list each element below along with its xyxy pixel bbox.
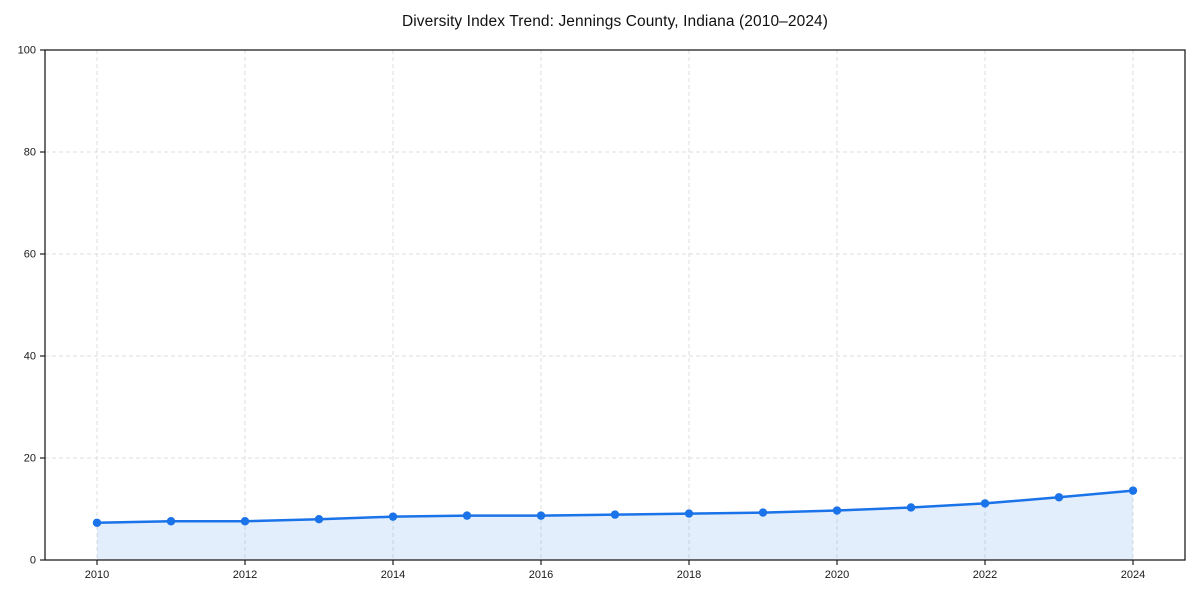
y-axis: 0 20 40 60 80 100 (18, 45, 45, 567)
x-tick-label: 2020 (825, 569, 849, 581)
data-points (92, 486, 1138, 527)
chart-title: Diversity Index Trend: Jennings County, … (401, 13, 829, 30)
x-tick-label: 2014 (381, 569, 405, 581)
data-point (832, 506, 842, 515)
x-axis: 2010 2012 2014 2016 2018 2020 2022 2024 (85, 560, 1145, 581)
data-point (92, 518, 102, 527)
data-point (388, 512, 398, 521)
plot-border (44, 49, 1186, 561)
y-tick-label: 60 (24, 249, 36, 261)
y-tick-label: 100 (18, 45, 36, 57)
data-point (610, 510, 620, 519)
y-tick-label: 0 (30, 555, 36, 567)
data-point (536, 511, 546, 520)
x-tick-label: 2012 (233, 569, 257, 581)
data-point (980, 499, 990, 508)
y-tick-label: 40 (24, 351, 36, 363)
area-fill (97, 490, 1133, 560)
x-tick-label: 2018 (677, 569, 701, 581)
x-tick-label: 2010 (85, 569, 109, 581)
data-point (166, 517, 176, 526)
data-point (462, 511, 472, 520)
data-point (1128, 486, 1138, 495)
data-point (1054, 493, 1064, 502)
data-point (240, 517, 250, 526)
gridlines (45, 49, 1185, 561)
x-tick-label: 2022 (973, 569, 997, 581)
data-point (758, 508, 768, 517)
x-tick-label: 2016 (529, 569, 553, 581)
data-point (906, 503, 916, 512)
data-point (314, 515, 324, 524)
x-tick-label: 2024 (1121, 569, 1145, 581)
y-tick-label: 20 (24, 453, 36, 465)
y-tick-label: 80 (24, 147, 36, 159)
data-point (684, 509, 694, 518)
